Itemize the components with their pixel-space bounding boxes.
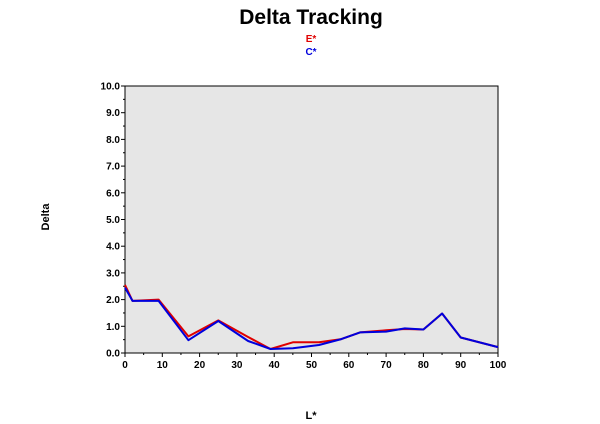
chart-title: Delta Tracking [239,6,383,29]
x-tick-label: 90 [455,360,467,371]
y-tick-label: 5.0 [106,215,120,226]
y-tick-label: 9.0 [106,108,120,119]
series-layer [124,284,499,350]
x-tick-label: 100 [490,360,507,371]
x-tick-label: 60 [343,360,355,371]
y-tick-label: 0.0 [106,349,120,360]
x-tick-label: 50 [306,360,318,371]
x-tick-label: 10 [157,360,169,371]
x-tick-label: 80 [418,360,430,371]
y-tick-label: 6.0 [106,188,120,199]
y-tick-label: 8.0 [106,135,120,146]
x-axis-label: L* [305,410,317,422]
y-axis: 0.0 1.0 2.0 3.0 4.0 5.0 6.0 7.0 8.0 9.0 10.0 [101,82,125,360]
y-tick-label: 3.0 [106,268,120,279]
x-tick-label: 40 [269,360,281,371]
x-tick-label: 70 [381,360,393,371]
x-tick-label: 20 [194,360,206,371]
legend-entry-c: C* [305,47,317,58]
legend-entry-e: E* [305,34,317,45]
plot-area [124,85,499,354]
y-tick-label: 10.0 [101,82,121,93]
y-tick-label: 7.0 [106,162,120,173]
y-tick-label: 1.0 [106,322,120,333]
x-axis: 0 10 20 30 40 50 60 70 80 90 100 [122,353,507,371]
x-tick-label: 30 [231,360,243,371]
x-tick-label: 0 [122,360,128,371]
series-line-c [124,287,499,350]
y-tick-label: 2.0 [106,295,120,306]
y-tick-label: 4.0 [106,242,120,253]
